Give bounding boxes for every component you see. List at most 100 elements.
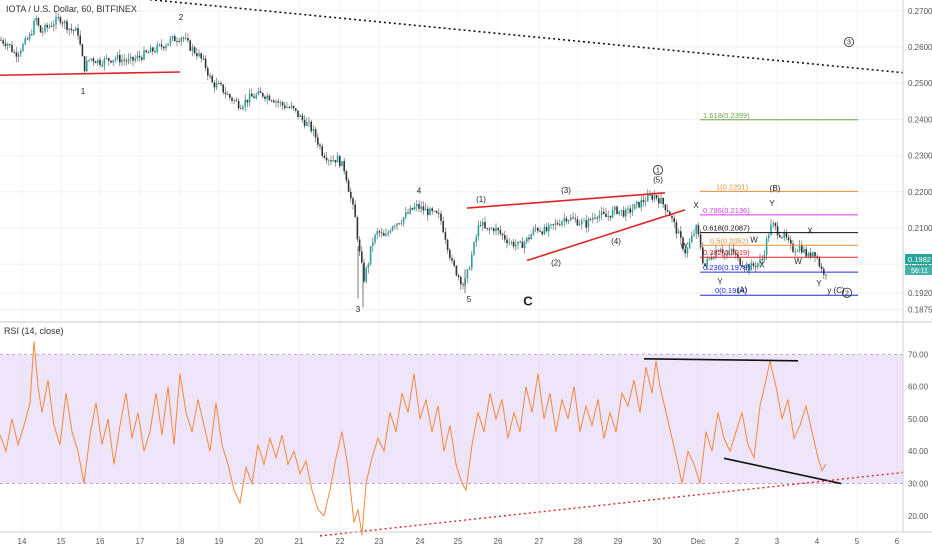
candle-body [735, 252, 737, 255]
wave-label: X [693, 201, 699, 210]
candle-body [684, 249, 686, 254]
candle-body [411, 207, 414, 210]
candle-body [482, 222, 484, 226]
candle-body [691, 235, 693, 243]
candle-body [675, 222, 678, 234]
time-tick-label: 30 [653, 537, 662, 546]
candle-body [387, 232, 389, 235]
time-tick-label: 2 [735, 537, 740, 546]
candle-body [785, 232, 788, 238]
candle-body [618, 210, 620, 214]
time-axis[interactable]: 14 15 16 17 18 19 20 21 22 23 24 25 26 27 28 29 30 Dec 2 3 4… [18, 537, 900, 546]
candle-body [125, 60, 128, 62]
fib-label: 0.5(0.2052) [710, 236, 749, 245]
fib-label: 0.618(0.2087) [703, 224, 750, 233]
candle-body [435, 210, 438, 213]
candle-body [790, 239, 792, 244]
candle-body [246, 99, 249, 103]
candle-body [407, 212, 409, 214]
candle-body [156, 44, 158, 52]
candle-body [697, 225, 700, 235]
candle-body [695, 225, 697, 234]
rsi-tick-label: 50.00 [908, 415, 929, 424]
candle-body [42, 31, 44, 33]
wave-label: X [807, 226, 813, 235]
time-tick-label: 24 [416, 537, 425, 546]
countdown-badge-bg [905, 265, 932, 275]
candle-body [638, 201, 640, 208]
wave-label: W [680, 242, 688, 251]
candle-body [633, 204, 636, 210]
wave-label: X [759, 261, 765, 270]
candle-body [286, 107, 288, 109]
candle-body [572, 217, 574, 219]
candle-body [666, 210, 669, 212]
candle-body [385, 234, 387, 236]
time-tick-label: 3 [775, 537, 780, 546]
candle-body [323, 155, 326, 158]
candle-body [812, 252, 814, 257]
fib-label: 0(0.1914) [715, 286, 748, 295]
candle-body [33, 20, 35, 35]
candle-body [453, 260, 455, 266]
candle-body [774, 223, 777, 227]
trend-lines [0, 0, 904, 262]
candle-body [636, 201, 638, 205]
price-axis[interactable]: 0.2700 0.2600 0.2500 0.2400 0.2300 0.2200 0.21… [908, 7, 932, 314]
candle-body [70, 28, 73, 30]
candle-body [119, 54, 121, 63]
candle-body [187, 37, 189, 41]
candle-body [154, 51, 156, 53]
candle-body [343, 161, 345, 172]
rsi-axis[interactable]: 70.00 60.00 50.00 40.00 30.00 20.00 [908, 350, 929, 521]
candle-body [732, 249, 735, 253]
candle-body [112, 60, 114, 63]
candle-body [367, 264, 370, 269]
candle-body [605, 213, 607, 217]
countdown-value: 56:11 [911, 268, 928, 275]
price-tick-label: 0.1920 [908, 289, 932, 298]
candle-body [779, 235, 781, 238]
time-tick-label: 21 [295, 537, 304, 546]
candle-body [587, 218, 590, 228]
price-tick-label: 0.1875 [908, 305, 932, 314]
candle-body [429, 208, 431, 216]
candle-body [768, 235, 770, 239]
candle-body [17, 53, 20, 57]
candle-body [499, 230, 502, 234]
candle-body [783, 232, 785, 238]
candle-body [741, 265, 744, 268]
candle-body [6, 44, 9, 46]
candle-body [596, 217, 598, 219]
candle-body [116, 54, 119, 59]
candle-body [488, 228, 491, 230]
candle-body [583, 220, 585, 222]
candle-body [97, 59, 99, 64]
wave-label: 1 [81, 87, 86, 96]
candle-body [552, 224, 554, 226]
candle-body [345, 171, 348, 181]
fib-label: 0.786(0.2136) [703, 206, 750, 215]
candle-body [292, 105, 295, 109]
candle-body [24, 38, 26, 45]
time-tick-label: Dec [691, 537, 705, 546]
candle-body [728, 250, 730, 255]
price-tick-label: 0.2100 [908, 224, 932, 233]
candle-body [28, 34, 31, 40]
candle-body [240, 108, 242, 110]
time-tick-label: 17 [136, 537, 145, 546]
candle-body [770, 224, 772, 236]
candle-body [649, 194, 651, 196]
price-tick-label: 0.2400 [908, 115, 932, 124]
candle-body [504, 235, 506, 240]
candle-body [35, 17, 37, 21]
price-badge-bg [905, 254, 932, 264]
candle-body [561, 221, 563, 226]
wave-label: W [750, 235, 758, 244]
candle-body [147, 52, 150, 53]
candle-body [130, 56, 132, 59]
candle-body [196, 53, 198, 57]
candle-body [402, 217, 405, 223]
candle-body [752, 263, 755, 266]
